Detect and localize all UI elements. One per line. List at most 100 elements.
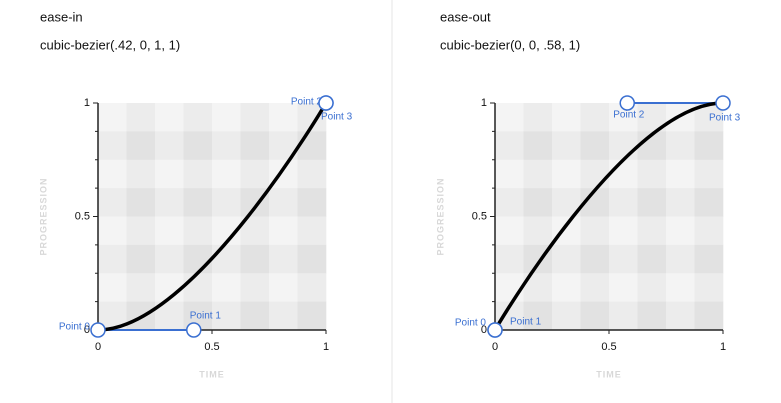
- grid-cell: [609, 159, 638, 189]
- grid-cell: [297, 216, 327, 246]
- grid-cell: [297, 301, 327, 331]
- x-axis-label: TIME: [199, 369, 225, 379]
- x-axis-label: TIME: [596, 369, 622, 379]
- grid-cell: [580, 103, 610, 132]
- grid-cell: [98, 159, 127, 189]
- y-axis-label: PROGRESSION: [38, 177, 48, 255]
- x-tick-label: 1: [323, 341, 329, 353]
- grid-cell: [98, 216, 127, 246]
- grid-cell: [552, 131, 581, 161]
- point-label: Point 0: [455, 318, 487, 329]
- grid-cell: [495, 131, 524, 161]
- grid-cell: [212, 301, 241, 331]
- grid-cell: [666, 273, 695, 302]
- y-tick-label: 1: [84, 97, 90, 109]
- grid-cell: [98, 188, 127, 217]
- grid-cell: [495, 244, 524, 274]
- grid-cell: [552, 103, 581, 132]
- grid-cell: [637, 188, 667, 217]
- grid-cell: [183, 131, 213, 161]
- grid-cell: [580, 131, 610, 161]
- control-point: [619, 95, 635, 111]
- grid-cell: [269, 103, 298, 132]
- grid-cell: [126, 131, 156, 161]
- grid-cell: [269, 188, 298, 217]
- grid-cell: [523, 216, 553, 246]
- grid-cell: [580, 301, 610, 331]
- point-label: Point 2: [613, 110, 645, 121]
- grid-cell: [240, 131, 270, 161]
- grid-cell: [580, 273, 610, 302]
- grid-cell: [523, 131, 553, 161]
- grid-cell: [98, 103, 127, 132]
- grid-cell: [155, 103, 184, 132]
- grid-cell: [126, 188, 156, 217]
- grid-cell: [666, 216, 695, 246]
- point-label: Point 2: [291, 97, 323, 108]
- grid-cell: [552, 301, 581, 331]
- control-point: [90, 322, 106, 338]
- y-tick-label: 1: [481, 97, 487, 109]
- point-label: Point 3: [321, 112, 353, 123]
- grid-cell: [126, 103, 156, 132]
- grid-cell: [523, 103, 553, 132]
- grid-cell: [212, 244, 241, 274]
- grid-cell: [495, 103, 524, 132]
- grid-cell: [609, 301, 638, 331]
- point-label: Point 0: [59, 322, 91, 333]
- grid-cell: [269, 216, 298, 246]
- grid-cell: [98, 273, 127, 302]
- grid-cell: [666, 159, 695, 189]
- control-point: [715, 95, 731, 111]
- x-tick-label: 1: [720, 341, 726, 353]
- grid-cell: [269, 301, 298, 331]
- grid-cell: [609, 273, 638, 302]
- grid-cell: [694, 159, 724, 189]
- grid-cell: [183, 159, 213, 189]
- y-tick-label: 0: [481, 324, 487, 336]
- grid-cell: [183, 188, 213, 217]
- grid-cell: [666, 244, 695, 274]
- grid-cell: [126, 159, 156, 189]
- grid-cell: [694, 131, 724, 161]
- grid-cell: [637, 216, 667, 246]
- x-tick-label: 0: [492, 341, 498, 353]
- x-tick-label: 0: [95, 341, 101, 353]
- grid-cell: [240, 244, 270, 274]
- y-tick-label: 0.5: [472, 210, 487, 222]
- grid-cell: [609, 244, 638, 274]
- grid-cell: [523, 159, 553, 189]
- point-label: Point 3: [709, 113, 741, 124]
- grid-cell: [240, 159, 270, 189]
- grid-cell: [212, 188, 241, 217]
- grid-cell: [269, 244, 298, 274]
- grid-cell: [240, 301, 270, 331]
- grid-cell: [126, 273, 156, 302]
- grid-cell: [495, 216, 524, 246]
- grid-cell: [155, 244, 184, 274]
- grid-cell: [637, 244, 667, 274]
- grid-cell: [297, 131, 327, 161]
- grid-cell: [694, 273, 724, 302]
- grid-cell: [637, 273, 667, 302]
- grid-cell: [297, 159, 327, 189]
- point-label: Point 1: [190, 311, 222, 322]
- x-tick-label: 0.5: [204, 341, 219, 353]
- grid-cell: [637, 159, 667, 189]
- control-point: [487, 322, 503, 338]
- control-point: [186, 322, 202, 338]
- panel-title: ease-out: [440, 9, 491, 24]
- grid-cell: [694, 188, 724, 217]
- grid-cell: [609, 131, 638, 161]
- grid-cell: [155, 216, 184, 246]
- grid-cell: [495, 188, 524, 217]
- grid-cell: [183, 273, 213, 302]
- grid-cell: [694, 216, 724, 246]
- grid-cell: [155, 188, 184, 217]
- grid-cell: [183, 216, 213, 246]
- grid-cell: [98, 131, 127, 161]
- x-tick-label: 0.5: [601, 341, 616, 353]
- bezier-curve: [493, 101, 724, 331]
- grid-cell: [98, 244, 127, 274]
